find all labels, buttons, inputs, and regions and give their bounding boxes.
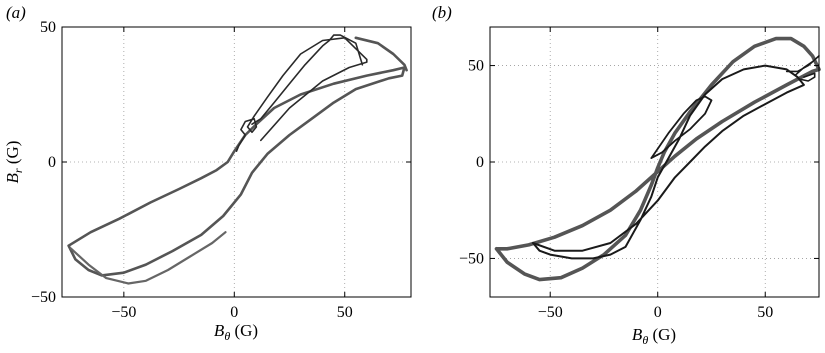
panel-b-y-tick-label: −50 [459, 250, 484, 267]
panel-a-y-axis-label: Br (G) [3, 141, 25, 184]
panel-b-series-line-4 [785, 55, 820, 82]
panel-b-gridlines [490, 27, 819, 297]
panel-b-x-tick-label: 0 [654, 304, 662, 321]
panel-a-y-tick-label: 0 [48, 154, 56, 171]
panel-a-series-line-3 [235, 37, 368, 152]
panel-b-series-line-2 [532, 64, 805, 260]
panel-a-series-line-4 [251, 34, 364, 125]
panel-b-y-tick-label: 0 [476, 154, 484, 171]
panel-b-y-tick-label: 50 [468, 58, 484, 75]
panel-b-x-tick-label: −50 [538, 304, 563, 321]
panel-a-x-axis-label: Bθ (G) [214, 321, 258, 343]
panel-a-y-tick-label: −50 [31, 289, 56, 306]
panel-b-series-line-3 [650, 95, 713, 159]
panel-b: (b) −50 0 50 −50 0 50 Bθ (G) [432, 3, 821, 347]
panel-b-ticks [490, 27, 819, 297]
panel-a-ticks [62, 26, 411, 298]
panel-a: (a) −50 0 50 −50 0 50 Bθ (G) Br (G) [3, 3, 412, 343]
panel-b-tick-labels: −50 0 50 −50 0 50 [459, 58, 773, 321]
panel-b-curves [494, 36, 821, 282]
panel-a-gridlines [62, 26, 411, 298]
panel-a-y-tick-label: 50 [40, 19, 56, 36]
panel-b-label: (b) [432, 3, 452, 22]
panel-a-tick-labels: −50 0 50 −50 0 50 [31, 19, 353, 321]
panel-a-x-tick-label: 0 [230, 304, 238, 321]
panel-b-x-tick-label: 50 [757, 304, 773, 321]
panel-a-curves [67, 34, 408, 285]
panel-b-x-axis-label: Bθ (G) [632, 325, 676, 347]
panel-a-x-tick-label: 50 [337, 304, 353, 321]
panel-a-x-tick-label: −50 [111, 304, 136, 321]
panel-a-series-line-5 [354, 36, 408, 72]
panel-a-label: (a) [6, 3, 26, 22]
panel-a-series-line-2 [69, 231, 227, 285]
panel-a-series-line-1 [67, 66, 406, 277]
